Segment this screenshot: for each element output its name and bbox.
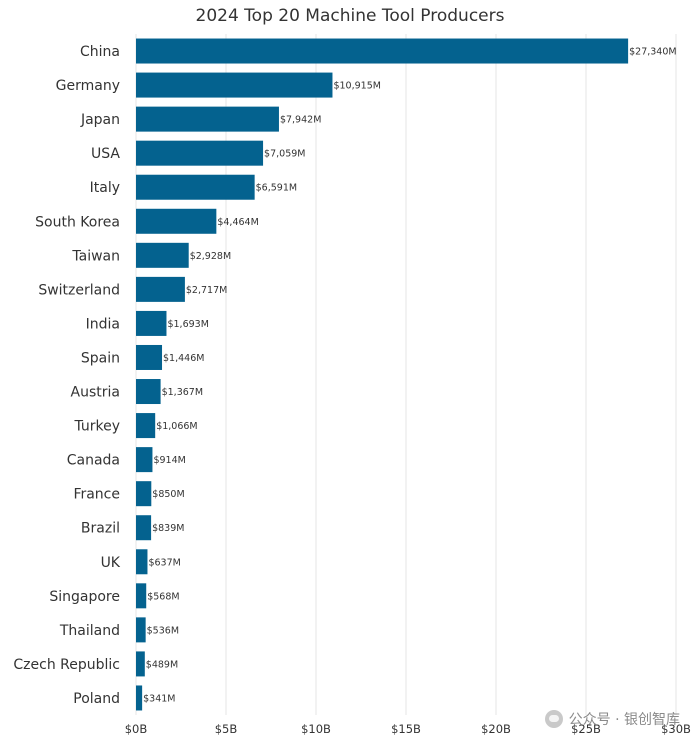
data-label: $536M bbox=[147, 625, 179, 636]
bar bbox=[136, 413, 156, 439]
watermark: 公众号 · 银创智库 bbox=[544, 709, 680, 729]
category-label: USA bbox=[91, 146, 120, 162]
bar bbox=[136, 106, 279, 132]
category-label: Spain bbox=[81, 350, 120, 366]
bar bbox=[136, 685, 143, 711]
bar bbox=[136, 174, 255, 200]
data-label: $7,059M bbox=[264, 149, 305, 160]
wechat-icon bbox=[544, 710, 563, 728]
labels: $0B $5B $10B $15B $20B $25B $30B China $27,340M G… bbox=[13, 44, 691, 736]
data-label: $850M bbox=[152, 489, 184, 500]
category-label: Czech Republic bbox=[13, 657, 120, 673]
category-label: Italy bbox=[90, 180, 120, 196]
bar bbox=[136, 72, 333, 98]
x-tick-label: $15B bbox=[391, 722, 421, 736]
bar bbox=[136, 549, 148, 575]
category-label: Japan bbox=[80, 112, 120, 128]
bar bbox=[136, 310, 167, 336]
data-label: $489M bbox=[146, 659, 178, 670]
x-tick-label: $10B bbox=[301, 722, 331, 736]
data-label: $4,464M bbox=[217, 217, 258, 228]
chart-title: 2024 Top 20 Machine Tool Producers bbox=[195, 6, 505, 26]
data-label: $2,928M bbox=[190, 251, 231, 262]
data-label: $2,717M bbox=[186, 285, 227, 296]
watermark-text: 公众号 · 银创智库 bbox=[568, 712, 680, 728]
category-label: Taiwan bbox=[71, 248, 120, 264]
bar bbox=[136, 344, 163, 370]
category-label: Singapore bbox=[49, 589, 120, 605]
data-label: $10,915M bbox=[333, 81, 380, 92]
x-tick-label: $5B bbox=[215, 722, 238, 736]
category-label: Turkey bbox=[73, 419, 120, 435]
bar bbox=[136, 208, 217, 234]
bar bbox=[136, 583, 147, 609]
data-label: $1,446M bbox=[163, 353, 204, 364]
category-label: Germany bbox=[56, 78, 120, 94]
category-label: France bbox=[73, 487, 120, 503]
data-label: $914M bbox=[153, 455, 185, 466]
category-label: Canada bbox=[67, 453, 120, 469]
category-label: China bbox=[80, 44, 120, 60]
bar bbox=[136, 379, 161, 405]
category-label: Switzerland bbox=[38, 282, 120, 298]
data-label: $637M bbox=[148, 557, 180, 568]
category-label: Brazil bbox=[81, 521, 120, 537]
data-label: $7,942M bbox=[280, 115, 321, 126]
bar bbox=[136, 447, 153, 473]
bar bbox=[136, 242, 189, 268]
bars bbox=[136, 38, 629, 711]
bar bbox=[136, 617, 146, 643]
data-label: $1,693M bbox=[167, 319, 208, 330]
gridlines bbox=[135, 34, 677, 715]
category-label: India bbox=[86, 316, 120, 332]
x-tick-label: $0B bbox=[125, 722, 148, 736]
bar bbox=[136, 276, 185, 302]
bar bbox=[136, 481, 152, 507]
x-tick-label: $20B bbox=[481, 722, 511, 736]
category-label: UK bbox=[101, 555, 121, 571]
bar bbox=[136, 140, 264, 166]
data-label: $568M bbox=[147, 591, 179, 602]
x-tick-label: $30B bbox=[661, 722, 691, 736]
category-label: South Korea bbox=[35, 214, 120, 230]
bar bbox=[136, 38, 629, 64]
bar bbox=[136, 515, 152, 541]
data-label: $1,367M bbox=[162, 387, 203, 398]
data-label: $6,591M bbox=[256, 183, 297, 194]
data-label: $341M bbox=[143, 693, 175, 704]
data-label: $27,340M bbox=[629, 47, 676, 58]
category-label: Thailand bbox=[59, 623, 120, 639]
x-tick-label: $25B bbox=[571, 722, 601, 736]
bar bbox=[136, 651, 145, 677]
data-label: $839M bbox=[152, 523, 184, 534]
category-label: Austria bbox=[71, 385, 120, 401]
data-label: $1,066M bbox=[156, 421, 197, 432]
category-label: Poland bbox=[73, 691, 120, 707]
